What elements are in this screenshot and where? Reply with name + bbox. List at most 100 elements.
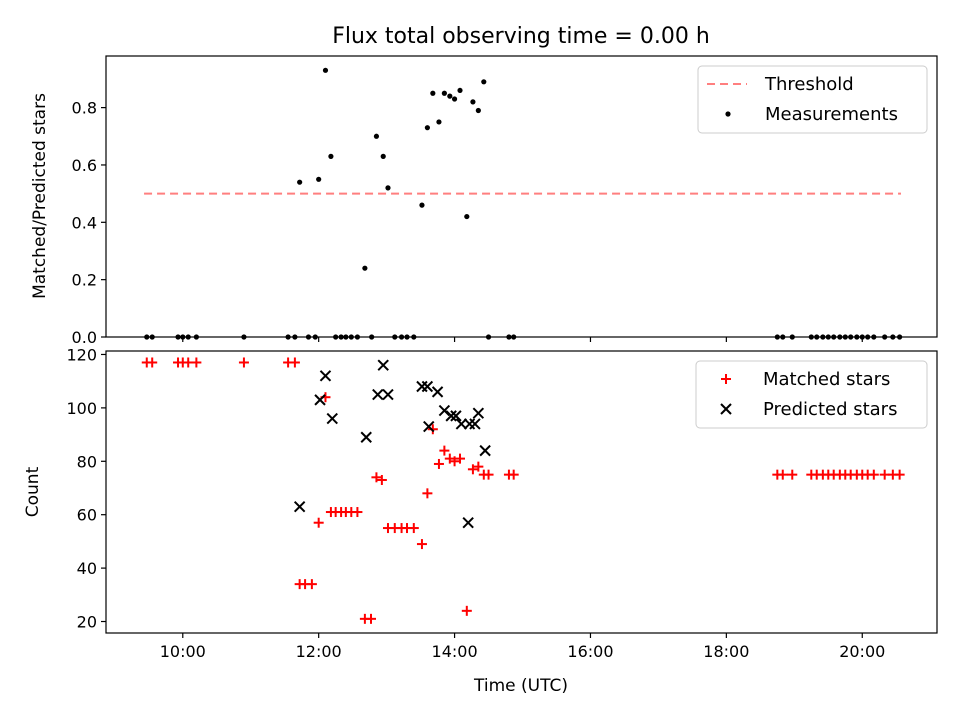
predicted-stars-point-14 (450, 410, 462, 422)
predicted-stars-point-18 (469, 418, 481, 430)
top-panel-y-ticks: 0.0 0.2 0.4 0.6 0.8 (72, 99, 106, 347)
legend-threshold-label: Threshold (764, 74, 854, 95)
y-tick-label: 0.2 (72, 271, 97, 290)
measurements-point-36 (457, 87, 463, 94)
predicted-stars-point-4 (360, 431, 372, 443)
matched-stars-point-41 (483, 469, 494, 480)
measurements-point-23 (380, 153, 386, 159)
matched-stars-point-8 (289, 357, 300, 368)
top-panel-y-axis-label: Matched/Predicted stars (30, 93, 50, 299)
matched-stars-point-45 (777, 469, 788, 480)
measurements-point-14 (328, 153, 334, 159)
y-tick-label: 80 (77, 452, 97, 471)
matched-stars-point-58 (868, 469, 879, 480)
top-panel-x-ticks (182, 337, 863, 342)
legend-predicted-marker (720, 403, 732, 415)
top-panel: 0.00.20.40.60.8 Matched/Predicted stars … (30, 55, 938, 347)
matched-stars-point-46 (787, 469, 798, 480)
top-panel-legend: Threshold Measurements (697, 65, 928, 134)
y-tick-label: 0.6 (72, 156, 97, 175)
matched-stars-point-11 (306, 579, 317, 590)
matched-stars-point-32 (433, 458, 444, 469)
measurements-point-37 (464, 213, 470, 220)
y-tick-label: 0.4 (72, 213, 97, 232)
measurements-point-35 (451, 96, 458, 102)
measurements-point-38 (470, 99, 476, 105)
predicted-stars-point-1 (314, 394, 326, 406)
bottom-panel-y-axis-label: Count (23, 466, 43, 517)
measurements-point-39 (475, 107, 481, 114)
predicted-stars-point-0 (293, 500, 306, 513)
measurements-point-13 (322, 67, 329, 73)
predicted-stars-point-16 (462, 517, 474, 529)
predicted-stars-point-9 (421, 380, 434, 393)
y-tick-label: 0.8 (72, 99, 97, 118)
matched-stars-point-6 (238, 357, 249, 368)
predicted-stars-point-11 (431, 386, 444, 398)
predicted-stars-point-3 (326, 412, 338, 425)
matched-stars-point-35 (449, 456, 460, 467)
predicted-stars-point-15 (455, 418, 468, 430)
legend-measurements-label: Measurements (765, 104, 898, 125)
bottom-panel-legend: Matched stars Predicted stars (695, 360, 928, 429)
predicted-stars-point-20 (479, 444, 491, 457)
measurements-point-24 (385, 185, 391, 191)
bottom-panel-x-ticks: 10:00 12:00 14:00 16:00 18:00 20:00 (160, 633, 885, 661)
bottom-panel-y-ticks: 20 40 60 80 100 120 (66, 345, 106, 632)
matched-stars-point-33 (439, 445, 450, 456)
predicted-stars-point-19 (472, 407, 485, 419)
measurements-point-12 (316, 176, 322, 182)
measurements-point-33 (441, 90, 447, 96)
x-tick-label: 16:00 (567, 642, 613, 661)
y-tick-label: 40 (77, 559, 97, 578)
chart-title: Flux total observing time = 0.00 h (332, 24, 710, 49)
matched-stars-point-37 (461, 605, 472, 616)
x-tick-label: 14:00 (432, 642, 478, 661)
legend-measurements-swatch (725, 111, 731, 117)
measurements-point-40 (481, 79, 487, 85)
bottom-legend-frame (695, 360, 928, 429)
bottom-panel: 20 40 60 80 100 120 10:00 12:00 14:00 16:00 18:00… (23, 345, 938, 696)
matched-stars-point-43 (508, 469, 519, 480)
legend-predicted-swatch (720, 403, 732, 415)
matched-stars-point-30 (422, 488, 433, 499)
legend-predicted-label: Predicted stars (763, 399, 897, 420)
measurements-point-34 (447, 93, 453, 99)
measurements-point-31 (430, 90, 436, 96)
matched-stars-point-39 (473, 461, 484, 472)
predicted-stars-point-10 (423, 420, 435, 433)
measurements-point-30 (424, 125, 430, 131)
measurements-point-9 (297, 179, 303, 185)
measurements-point-20 (362, 265, 368, 271)
x-tick-label: 18:00 (703, 642, 749, 661)
top-panel-frame (105, 55, 938, 338)
matched-stars-point-38 (467, 464, 478, 475)
legend-matched-marker (721, 374, 731, 384)
measurements-point-22 (373, 133, 380, 139)
predicted-stars-point-13 (445, 410, 457, 422)
bottom-panel-marks (141, 357, 905, 624)
x-tick-label: 20:00 (839, 642, 885, 661)
y-tick-label: 60 (77, 506, 97, 525)
y-tick-label: 20 (77, 613, 97, 632)
measurements-point-32 (436, 119, 442, 125)
matched-stars-point-23 (376, 474, 387, 485)
y-tick-label: 0.0 (72, 328, 97, 347)
legend-matched-swatch (721, 374, 731, 384)
matched-stars-point-21 (365, 613, 376, 624)
predicted-stars-point-6 (377, 359, 389, 371)
matched-stars-point-28 (408, 523, 419, 534)
matched-stars-point-19 (352, 507, 363, 518)
legend-matched-label: Matched stars (763, 369, 890, 390)
matched-stars-point-1 (147, 357, 158, 368)
top-legend-frame (697, 65, 928, 134)
y-tick-label: 100 (66, 399, 97, 418)
matched-stars-point-22 (371, 472, 382, 483)
matched-stars-point-29 (416, 539, 427, 550)
predicted-stars-point-12 (438, 404, 451, 417)
x-axis-label: Time (UTC) (473, 676, 568, 696)
matched-stars-point-36 (455, 453, 466, 464)
matched-stars-point-5 (191, 357, 202, 368)
matched-stars-point-12 (313, 517, 324, 528)
